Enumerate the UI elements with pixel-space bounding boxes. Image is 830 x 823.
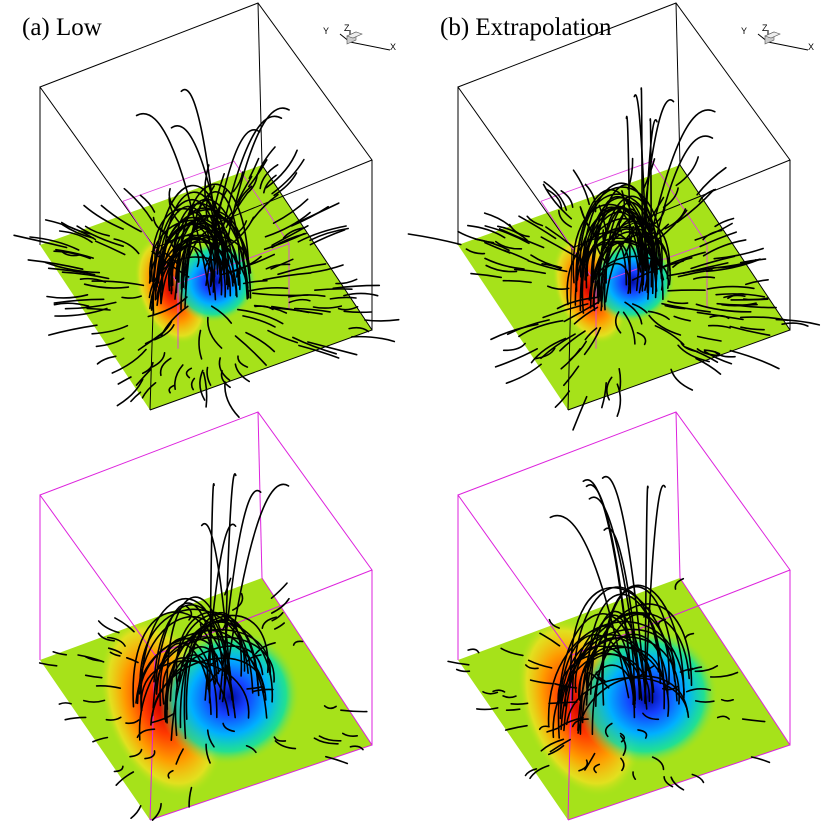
field-lines bbox=[407, 87, 821, 431]
field-line-rendering bbox=[38, 411, 373, 821]
panel-title-extrapolation: (b) Extrapolation bbox=[440, 14, 612, 41]
panel-extrapolation-bottom bbox=[447, 411, 791, 821]
field-line-rendering bbox=[447, 411, 791, 821]
triad-x-label: X bbox=[390, 42, 396, 52]
panel-low-top: (a) Low bbox=[13, 2, 400, 418]
negative-polarity bbox=[158, 629, 301, 766]
bounding-box bbox=[39, 411, 373, 821]
panel-low-bottom bbox=[38, 411, 373, 821]
field-line-rendering bbox=[13, 2, 400, 418]
panel-title-low: (a) Low bbox=[22, 14, 102, 41]
field-lines bbox=[13, 88, 400, 418]
field-line-rendering bbox=[407, 2, 821, 431]
bounding-box bbox=[39, 2, 373, 411]
field-lines bbox=[447, 475, 771, 791]
triad-z-label: Z bbox=[762, 23, 768, 33]
axis-triad-right: Y Z X bbox=[741, 23, 814, 52]
bounding-box bbox=[457, 411, 791, 821]
bounding-box bbox=[457, 2, 791, 411]
triad-y-label: Y bbox=[741, 26, 747, 36]
panel-extrapolation-top: (b) Extrapolation bbox=[407, 2, 821, 431]
axis-triad-left: Y Z X bbox=[323, 23, 396, 52]
triad-y-label: Y bbox=[323, 26, 329, 36]
triad-z-label: Z bbox=[344, 23, 350, 33]
triad-x-label: X bbox=[808, 42, 814, 52]
field-lines bbox=[38, 473, 368, 821]
negative-polarity bbox=[576, 629, 719, 766]
